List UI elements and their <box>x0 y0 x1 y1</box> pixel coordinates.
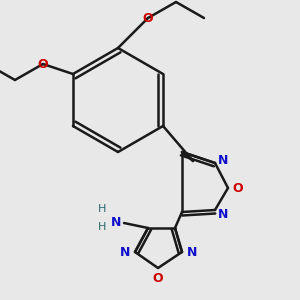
Text: N: N <box>218 154 228 166</box>
Text: O: O <box>153 272 163 284</box>
Text: O: O <box>38 58 48 70</box>
Text: N: N <box>218 208 228 221</box>
Text: H: H <box>98 222 106 232</box>
Text: O: O <box>233 182 243 194</box>
Text: N: N <box>120 245 130 259</box>
Text: N: N <box>111 217 121 230</box>
Text: H: H <box>98 204 106 214</box>
Text: N: N <box>187 245 197 259</box>
Text: O: O <box>143 11 153 25</box>
